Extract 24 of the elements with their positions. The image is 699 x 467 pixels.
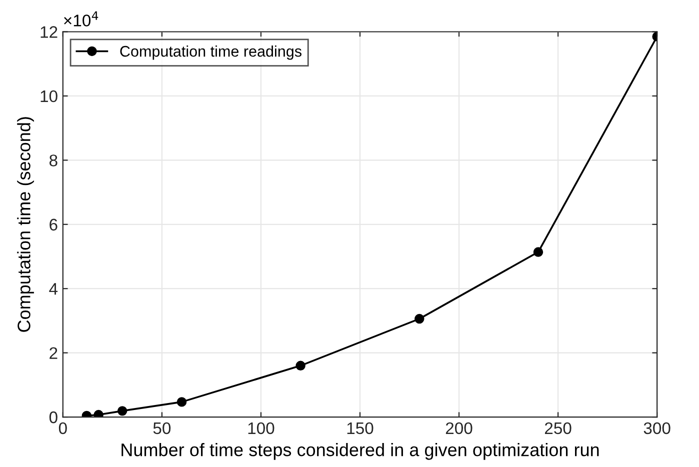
x-tick-label: 200: [446, 422, 472, 434]
y-tick-label: 0: [49, 411, 58, 424]
x-tick-label: 50: [153, 422, 171, 434]
text: ×10$^{4}$: [64, 11, 98, 26]
point: [296, 360, 306, 371]
y-tick-label: 12: [40, 26, 58, 38]
legend-label: Computation time readings: [120, 46, 302, 60]
point: [414, 314, 424, 324]
y-tick-label: 4: [49, 283, 58, 295]
point: [117, 406, 128, 416]
y-tick-label: 2: [50, 347, 58, 359]
x-tick-label: 100: [248, 422, 274, 434]
y-tick-label: 8: [50, 154, 58, 166]
point: [533, 247, 544, 257]
point: [176, 397, 187, 407]
x-tick-label: 0: [58, 422, 67, 434]
x-tick-label: 250: [544, 422, 572, 434]
x-tick-label: 300: [644, 422, 670, 434]
x-tick-label: 150: [347, 422, 374, 434]
y-tick-label: 10: [40, 90, 58, 102]
y-tick-label: 6: [50, 218, 58, 231]
x-axis-title: Number of time steps considered in a given optimization run: [122, 442, 599, 460]
point: [94, 410, 104, 418]
y-axis-title: Computation time (second): [17, 117, 34, 332]
